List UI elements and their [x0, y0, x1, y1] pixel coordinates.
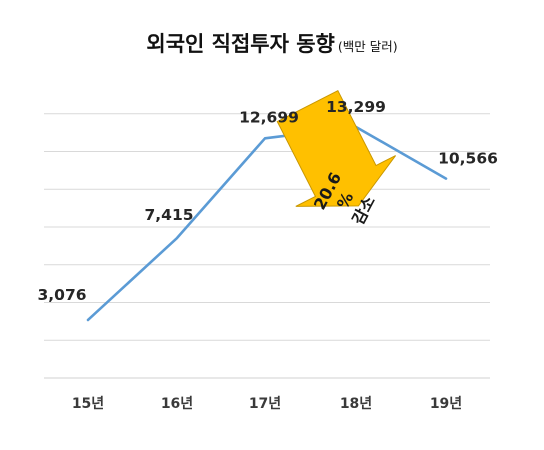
x-tick-label: 15년 [72, 396, 104, 412]
data-label: 7,415 [144, 206, 193, 224]
x-tick-label: 16년 [161, 396, 193, 412]
gridlines [44, 113, 490, 379]
data-label: 12,699 [239, 108, 299, 126]
data-label: 10,566 [438, 150, 498, 168]
x-tick-label: 17년 [249, 396, 281, 412]
callout-line-2: % [333, 189, 357, 212]
chart-title: 외국인 직접투자 동향 (백만 달러) [0, 28, 544, 58]
chart-title-unit: (백만 달러) [337, 39, 398, 54]
data-label: 13,299 [326, 98, 386, 116]
data-label-layer: 3,076 7,415 12,699 13,299 10,566 [37, 98, 497, 304]
decline-arrow-shape [276, 89, 397, 207]
series-line-layer [86, 125, 448, 322]
chart-title-main: 외국인 직접투자 동향 [146, 32, 335, 56]
x-tick-layer: 15년 16년 17년 18년 19년 [72, 396, 462, 412]
series-line [86, 125, 448, 322]
x-tick-label: 19년 [430, 396, 462, 412]
data-label: 3,076 [37, 286, 86, 304]
x-tick-label: 18년 [340, 396, 372, 412]
